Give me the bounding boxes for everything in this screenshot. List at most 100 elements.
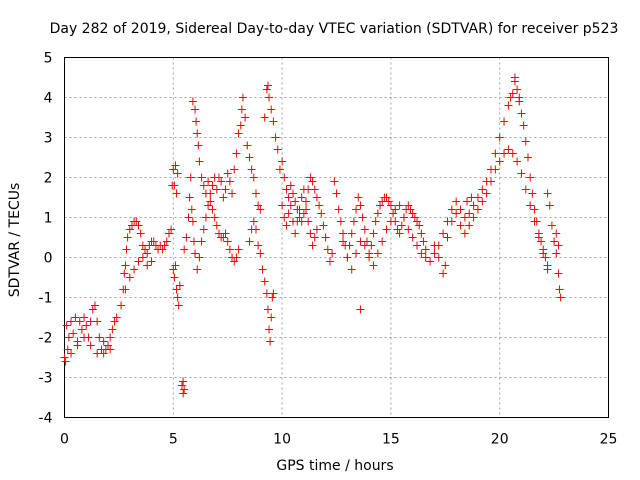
data-point [106, 333, 115, 342]
data-point [271, 133, 280, 142]
x-tick-label: 0 [60, 432, 69, 448]
data-point [528, 189, 537, 198]
data-point [208, 181, 217, 190]
data-point [60, 353, 69, 362]
data-point [188, 217, 197, 226]
data-point [288, 189, 297, 198]
data-point [201, 213, 210, 222]
data-point [132, 217, 141, 226]
data-point [204, 201, 213, 210]
data-point [521, 137, 530, 146]
data-point [500, 149, 509, 158]
data-point [513, 157, 522, 166]
data-point [182, 233, 191, 242]
data-point [206, 189, 215, 198]
data-point [180, 385, 189, 394]
y-tick-label: -1 [39, 291, 53, 307]
data-point [122, 245, 131, 254]
data-point [62, 321, 71, 330]
data-point [286, 181, 295, 190]
data-point [482, 189, 491, 198]
data-point [302, 205, 311, 214]
data-point [526, 173, 535, 182]
data-point [530, 217, 539, 226]
data-point [278, 157, 287, 166]
data-point [174, 301, 183, 310]
data-point [223, 237, 232, 246]
data-point [268, 293, 277, 302]
data-point [550, 237, 559, 246]
y-tick-label: 0 [44, 251, 53, 267]
plot-frame [64, 57, 609, 418]
x-axis-ticks: 0 5 10 15 20 25 [60, 432, 617, 448]
data-point [297, 193, 306, 202]
data-point [173, 293, 182, 302]
y-tick-label: 4 [44, 91, 53, 107]
data-point [206, 197, 215, 206]
data-point [280, 213, 289, 222]
data-point [187, 205, 196, 214]
data-point [286, 201, 295, 210]
data-point [319, 221, 328, 230]
data-point [93, 317, 102, 326]
x-tick-label: 10 [273, 432, 291, 448]
data-point [439, 269, 448, 278]
data-point [199, 181, 208, 190]
data-point [191, 105, 200, 114]
data-point [236, 121, 245, 130]
data-point [415, 221, 424, 230]
data-point [247, 165, 256, 174]
data-point [299, 185, 308, 194]
data-point [77, 325, 86, 334]
data-point [299, 209, 308, 218]
data-point [179, 377, 188, 386]
data-point [360, 225, 369, 234]
data-point [180, 245, 189, 254]
data-point [413, 241, 422, 250]
data-point [134, 221, 143, 230]
data-point [302, 197, 311, 206]
data-point [506, 93, 515, 102]
data-point [178, 381, 187, 390]
data-point [106, 345, 115, 354]
data-point [269, 117, 278, 126]
data-point [260, 113, 269, 122]
data-point [308, 241, 317, 250]
data-point [219, 233, 228, 242]
data-point [404, 225, 413, 234]
data-point [225, 177, 234, 186]
data-point [521, 185, 530, 194]
data-point [184, 213, 193, 222]
data-point [395, 201, 404, 210]
data-point [460, 213, 469, 222]
data-point [321, 233, 330, 242]
data-point [120, 269, 129, 278]
data-point [545, 201, 554, 210]
data-point [273, 145, 282, 154]
data-point [254, 241, 263, 250]
data-point [515, 93, 524, 102]
data-point [304, 217, 313, 226]
data-point [517, 169, 526, 178]
data-point [212, 221, 221, 230]
data-point [397, 221, 406, 230]
data-point [365, 253, 374, 262]
data-point [232, 149, 241, 158]
data-point [530, 205, 539, 214]
data-point [373, 209, 382, 218]
data-point [495, 133, 504, 142]
data-point [249, 217, 258, 226]
y-axis-label: SDTVAR / TECUs [7, 183, 23, 298]
data-point [95, 333, 104, 342]
data-point [456, 221, 465, 230]
data-point [517, 109, 526, 118]
data-point [170, 273, 179, 282]
data-point [382, 225, 391, 234]
y-tick-label: -3 [39, 371, 53, 387]
data-point [404, 201, 413, 210]
data-point [310, 233, 319, 242]
data-point [175, 281, 184, 290]
data-point [149, 237, 158, 246]
data-point [170, 181, 179, 190]
data-point [310, 185, 319, 194]
